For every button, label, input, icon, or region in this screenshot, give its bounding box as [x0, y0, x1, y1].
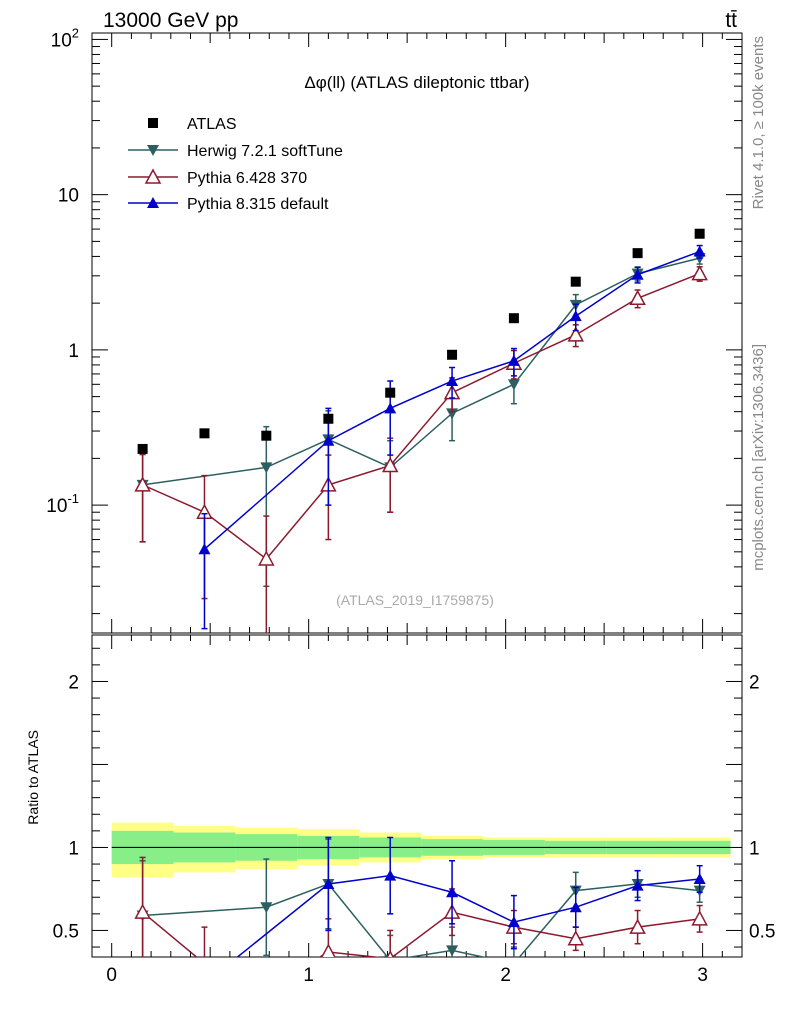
header-energy: 13000 GeV pp: [103, 9, 238, 32]
data-point: [447, 349, 458, 360]
data-point: [321, 943, 336, 957]
watermark: (ATLAS_2019_I1759875): [336, 592, 494, 608]
series-line: [203, 250, 700, 550]
data-point: [198, 543, 211, 555]
ratio-series-group: [134, 836, 708, 995]
data-point: [384, 869, 397, 881]
data-point: [134, 903, 151, 919]
data-point: [632, 248, 643, 259]
legend-marker-herwig: [147, 145, 159, 156]
data-point: [691, 265, 708, 281]
ratio-y-tick-label: 1: [68, 838, 79, 859]
data-point: [507, 354, 520, 366]
ratio-ylabel: Ratio to ATLAS: [25, 730, 41, 825]
x-tick-label: 3: [697, 965, 708, 986]
data-point: [508, 313, 519, 324]
y-tick-label: 102: [51, 25, 79, 51]
legend: ATLAS Herwig 7.2.1 softTune Pythia 6.428…: [128, 116, 343, 213]
main-frame: [91, 32, 743, 634]
legend-marker-pythia8: [147, 197, 159, 208]
series-line: [142, 911, 700, 957]
data-point: [446, 945, 459, 957]
data-point: [693, 245, 706, 257]
data-point: [569, 310, 582, 322]
legend-marker-atlas: [148, 118, 158, 128]
ratio-y-tick-label: 2: [68, 672, 79, 693]
legend-marker-pythia6: [144, 168, 162, 184]
header-process: tt̄: [725, 9, 737, 32]
data-point: [567, 326, 585, 342]
data-point: [507, 379, 520, 391]
main-series-group: [134, 228, 708, 633]
data-point: [322, 877, 335, 889]
rivet-label: Rivet 4.1.0, ≥ 100k events: [750, 36, 767, 209]
data-point: [693, 872, 706, 884]
data-point: [199, 428, 210, 439]
data-point: [259, 982, 273, 995]
data-point: [631, 879, 644, 891]
y-tick-label: 10-1: [46, 491, 79, 517]
data-point: [260, 462, 273, 474]
data-point: [446, 886, 459, 898]
data-point: [385, 387, 396, 398]
data-point: [260, 902, 273, 914]
data-point: [631, 268, 644, 280]
series-line: [142, 272, 700, 560]
y-tick-label: 10: [58, 186, 79, 207]
data-point: [384, 402, 397, 414]
data-point: [323, 413, 334, 424]
data-point: [134, 476, 151, 492]
ratio-y-tick-label-right: 1: [749, 838, 760, 859]
legend-label-pythia6: Pythia 6.428 370: [187, 170, 307, 187]
mcplots-label: mcplots.cern.ch [arXiv:1306.3436]: [750, 344, 767, 571]
legend-label-herwig: Herwig 7.2.1 softTune: [187, 143, 343, 160]
data-point: [322, 434, 335, 446]
data-point: [629, 289, 646, 306]
data-point: [198, 978, 210, 989]
ratio-frame: [91, 634, 743, 958]
ratio-y-tick-label: 0.5: [53, 921, 79, 942]
y-tick-label: 1: [68, 341, 79, 362]
data-point: [570, 276, 581, 287]
data-point: [694, 228, 705, 239]
data-point: [691, 910, 708, 926]
data-point: [258, 550, 275, 566]
ratio-y-tick-label-right: 2: [749, 672, 760, 693]
data-point: [261, 430, 272, 441]
ratio-y-tick-label-right: 0.5: [749, 921, 775, 942]
legend-label-pythia8: Pythia 8.315 default: [187, 196, 329, 213]
axes-group: 0 1 2 3 10-1 1 10 102 0.5 0.5 1 1 2 2: [46, 25, 775, 986]
data-point: [386, 950, 394, 957]
x-tick-label: 2: [500, 965, 511, 986]
data-point: [446, 375, 459, 387]
series-line: [236, 874, 700, 957]
data-point: [569, 901, 582, 913]
series-line: [142, 257, 700, 486]
series-line: [142, 883, 700, 957]
data-point: [137, 443, 148, 454]
x-tick-label: 1: [303, 965, 314, 986]
x-tick-label: 0: [106, 965, 117, 986]
legend-label-atlas: ATLAS: [187, 116, 237, 133]
ratio-bands: [111, 822, 731, 878]
chart-title: Δφ(ll) (ATLAS dileptonic ttbar): [304, 73, 529, 92]
data-point: [381, 456, 399, 473]
data-point: [629, 918, 646, 934]
data-point: [203, 955, 206, 957]
data-point: [507, 916, 520, 928]
data-point: [567, 930, 585, 946]
